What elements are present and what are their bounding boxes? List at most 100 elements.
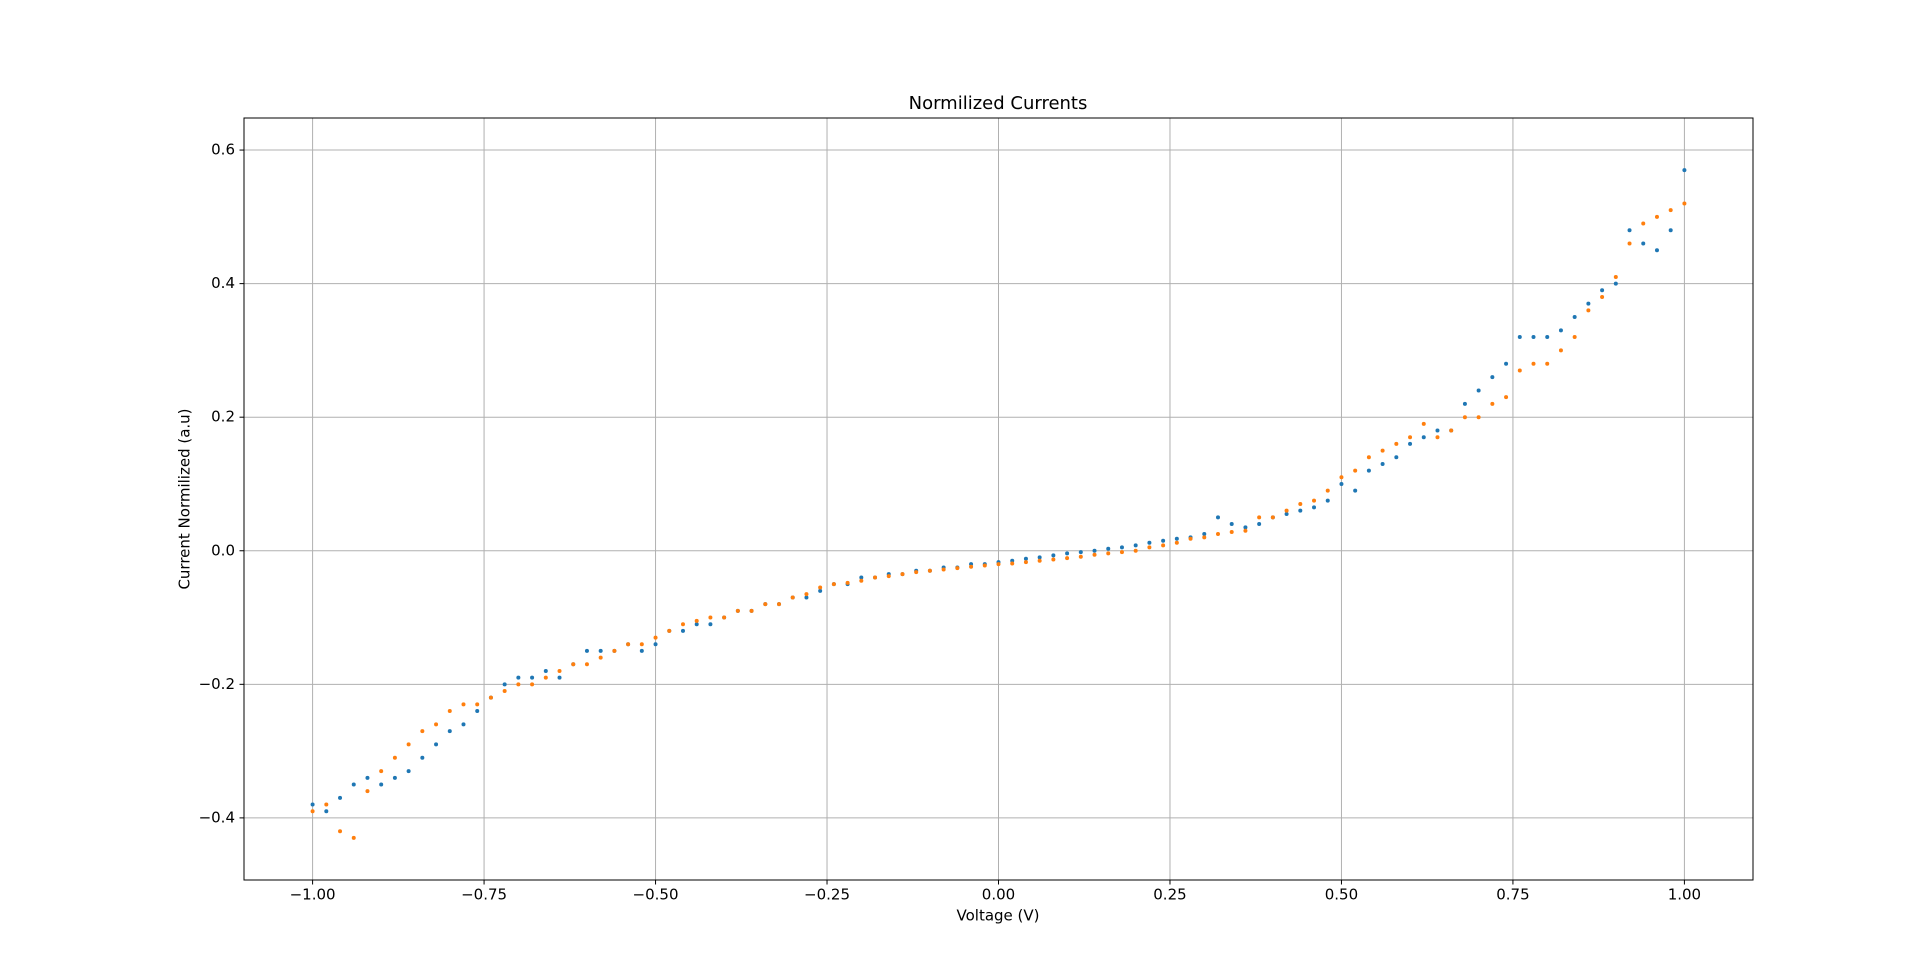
point: [530, 675, 535, 680]
y-tick-label: 0.0: [211, 541, 235, 559]
point: [941, 567, 946, 572]
point: [680, 628, 685, 633]
point: [1092, 552, 1097, 557]
point: [1613, 281, 1618, 286]
point: [447, 709, 452, 714]
point: [1654, 248, 1659, 253]
point: [708, 622, 713, 627]
y-tick-label: 0.4: [211, 274, 235, 292]
point: [749, 608, 754, 613]
point: [392, 755, 397, 760]
point: [653, 635, 658, 640]
point: [379, 782, 384, 787]
point: [1257, 522, 1262, 527]
point: [804, 595, 809, 600]
point: [310, 809, 315, 814]
point: [1558, 348, 1563, 353]
point: [1065, 556, 1070, 561]
point: [1174, 536, 1179, 541]
point: [1545, 361, 1550, 366]
y-tick-label: 0.2: [211, 408, 235, 426]
point: [612, 648, 617, 653]
point: [1215, 515, 1220, 520]
point: [1517, 335, 1522, 340]
point: [434, 722, 439, 727]
point: [1600, 288, 1605, 293]
point: [859, 578, 864, 583]
point: [1408, 435, 1413, 440]
point: [1545, 335, 1550, 340]
point: [1051, 557, 1056, 562]
point: [845, 580, 850, 585]
point: [777, 602, 782, 607]
point: [1627, 241, 1632, 246]
point: [324, 809, 329, 814]
point: [694, 622, 699, 627]
point: [818, 588, 823, 593]
point: [1133, 548, 1138, 553]
point: [530, 682, 535, 687]
point: [996, 562, 1001, 567]
point: [351, 835, 356, 840]
point: [516, 675, 521, 680]
point: [1037, 558, 1042, 563]
point: [1161, 538, 1166, 543]
point: [1668, 208, 1673, 213]
point: [1572, 315, 1577, 320]
point: [365, 789, 370, 794]
point: [1380, 461, 1385, 466]
point: [365, 775, 370, 780]
point: [1106, 546, 1111, 551]
point: [1188, 536, 1193, 541]
point: [1243, 525, 1248, 530]
point: [1284, 512, 1289, 517]
point: [1147, 545, 1152, 550]
point: [1449, 428, 1454, 433]
point: [982, 563, 987, 568]
point: [708, 615, 713, 620]
point: [584, 662, 589, 667]
point: [351, 782, 356, 787]
point: [1476, 388, 1481, 393]
point: [406, 742, 411, 747]
point: [1243, 528, 1248, 533]
point: [653, 642, 658, 647]
point: [1106, 551, 1111, 556]
point: [420, 755, 425, 760]
point: [639, 648, 644, 653]
point: [1298, 502, 1303, 507]
point: [543, 675, 548, 680]
point: [584, 648, 589, 653]
point: [1435, 428, 1440, 433]
point: [1215, 532, 1220, 537]
point: [1339, 475, 1344, 480]
x-tick-label: −0.50: [633, 886, 679, 904]
point: [1531, 361, 1536, 366]
point: [1202, 532, 1207, 537]
point: [1504, 395, 1509, 400]
point: [338, 795, 343, 800]
point: [392, 775, 397, 780]
point: [1092, 548, 1097, 553]
point: [1613, 274, 1618, 279]
point: [1558, 328, 1563, 333]
point: [557, 668, 562, 673]
point: [1174, 540, 1179, 545]
point: [626, 642, 631, 647]
point: [1078, 550, 1083, 555]
point: [1572, 335, 1577, 340]
point: [1490, 401, 1495, 406]
point: [818, 585, 823, 590]
point: [735, 608, 740, 613]
point: [1270, 515, 1275, 520]
point: [1462, 415, 1467, 420]
point: [804, 592, 809, 597]
point: [1353, 488, 1358, 493]
y-axis-label: Current Normilized (a.u): [176, 408, 194, 589]
point: [434, 742, 439, 747]
point: [873, 575, 878, 580]
point: [1037, 555, 1042, 560]
point: [1202, 535, 1207, 540]
point: [502, 689, 507, 694]
